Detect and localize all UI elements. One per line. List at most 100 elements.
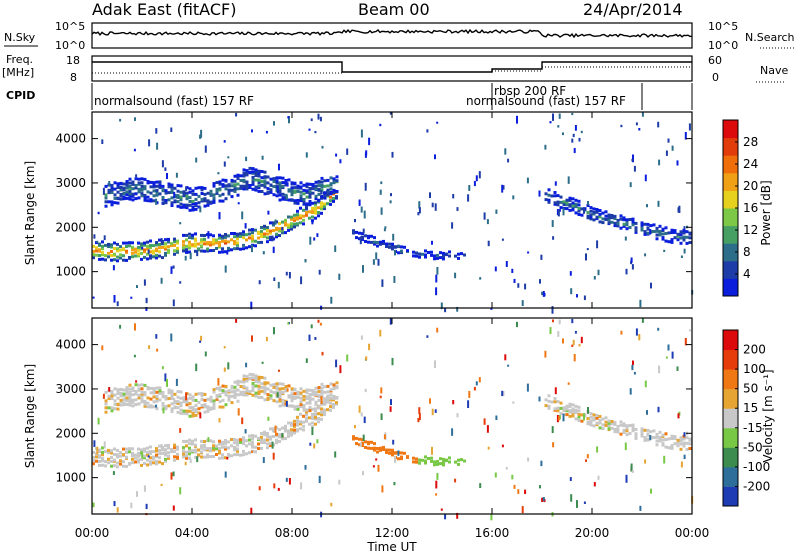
power-cell bbox=[299, 197, 303, 200]
velocity-cell bbox=[233, 391, 237, 394]
power-cell bbox=[194, 192, 198, 196]
power-cell bbox=[224, 235, 227, 239]
power-cell bbox=[158, 243, 161, 246]
cpid-segment-3: normalsound (fast) 157 RF bbox=[466, 94, 626, 108]
velocity-cell bbox=[200, 450, 203, 454]
velocity-cell bbox=[149, 462, 152, 466]
power-cell bbox=[296, 186, 300, 190]
power-cell bbox=[263, 175, 267, 179]
velocity-cell bbox=[388, 451, 391, 455]
power-cell bbox=[365, 150, 368, 156]
velocity-cell bbox=[688, 437, 692, 441]
power-cell bbox=[104, 243, 107, 247]
power-cell bbox=[601, 211, 605, 215]
velocity-cell bbox=[125, 392, 129, 396]
power-cell bbox=[299, 185, 303, 189]
velocity-cell bbox=[552, 442, 555, 448]
velocity-cell bbox=[683, 454, 686, 460]
velocity-cell bbox=[245, 376, 249, 380]
power-cell bbox=[110, 183, 114, 187]
velocity-cell bbox=[634, 435, 638, 439]
velocity-cell bbox=[547, 404, 551, 408]
velocity-cell bbox=[173, 446, 176, 450]
power-cell bbox=[388, 242, 391, 246]
velocity-cell bbox=[248, 434, 251, 438]
velocity-cell bbox=[595, 414, 599, 417]
velocity-cell bbox=[290, 394, 294, 398]
power-cell bbox=[272, 177, 276, 181]
power-cell bbox=[658, 159, 661, 166]
velocity-cell bbox=[122, 392, 126, 396]
power-cell bbox=[433, 254, 436, 258]
velocity-cell bbox=[596, 446, 599, 453]
power-cell bbox=[272, 180, 276, 183]
velocity-cell bbox=[688, 329, 691, 332]
power-cell bbox=[175, 172, 178, 178]
colorbar-swatch bbox=[723, 172, 738, 191]
velocity-cell bbox=[625, 429, 629, 433]
power-cell bbox=[125, 245, 128, 248]
velocity-cell bbox=[305, 401, 309, 405]
power-cell bbox=[188, 187, 192, 191]
power-cell bbox=[436, 121, 439, 124]
velocity-cell bbox=[475, 381, 478, 386]
power-cell bbox=[272, 246, 275, 254]
power-cell bbox=[454, 272, 457, 279]
power-cell bbox=[140, 177, 144, 181]
velocity-cell bbox=[383, 434, 386, 440]
power-cell bbox=[287, 225, 290, 229]
velocity-cell bbox=[158, 392, 162, 395]
power-cell bbox=[571, 201, 575, 205]
velocity-cell bbox=[128, 398, 132, 402]
power-cell bbox=[389, 200, 392, 204]
nsky-line bbox=[91, 28, 693, 39]
velocity-cell bbox=[332, 383, 336, 387]
power-cell bbox=[290, 222, 293, 226]
velocity-cell bbox=[185, 409, 189, 413]
power-cell bbox=[152, 185, 156, 189]
velocity-cell bbox=[370, 440, 373, 444]
power-cell bbox=[185, 206, 189, 210]
velocity-cell bbox=[233, 448, 236, 452]
velocity-cell bbox=[224, 393, 228, 397]
power-cell bbox=[418, 201, 421, 209]
velocity-cell bbox=[155, 399, 159, 403]
power-cell bbox=[683, 226, 686, 229]
velocity-cell bbox=[571, 318, 574, 324]
power-cell bbox=[311, 191, 315, 195]
velocity-cell bbox=[233, 441, 236, 445]
velocity-cell bbox=[152, 400, 156, 404]
velocity-cell bbox=[442, 457, 445, 461]
velocity-cell bbox=[436, 473, 439, 480]
power-cell bbox=[188, 236, 191, 240]
power-cell bbox=[640, 225, 644, 229]
power-cell bbox=[593, 276, 596, 280]
velocity-cell bbox=[227, 394, 231, 398]
velocity-cell bbox=[364, 388, 367, 393]
power-cell bbox=[559, 200, 563, 204]
power-cell bbox=[290, 188, 294, 192]
power-cell bbox=[685, 230, 689, 234]
velocity-cell bbox=[269, 427, 272, 431]
power-cell bbox=[299, 190, 303, 194]
power-cell bbox=[412, 254, 415, 258]
power-cell bbox=[320, 195, 324, 199]
velocity-cell bbox=[317, 390, 321, 394]
velocity-cell bbox=[589, 423, 593, 427]
velocity-cell bbox=[311, 427, 314, 436]
power-cell bbox=[323, 207, 326, 211]
power-cell bbox=[200, 197, 204, 201]
velocity-cell bbox=[629, 388, 632, 395]
velocity-cell bbox=[103, 441, 106, 449]
colorbar-tick-label: 12 bbox=[743, 223, 758, 237]
power-cell bbox=[131, 245, 134, 249]
power-cell bbox=[233, 179, 237, 183]
power-cell bbox=[221, 247, 224, 251]
power-cell bbox=[258, 280, 261, 285]
velocity-cell bbox=[212, 455, 215, 458]
velocity-cell bbox=[146, 453, 149, 457]
power-cell bbox=[251, 167, 255, 171]
velocity-cell bbox=[625, 474, 628, 483]
power-cell bbox=[269, 190, 273, 194]
velocity-cell bbox=[278, 392, 282, 396]
